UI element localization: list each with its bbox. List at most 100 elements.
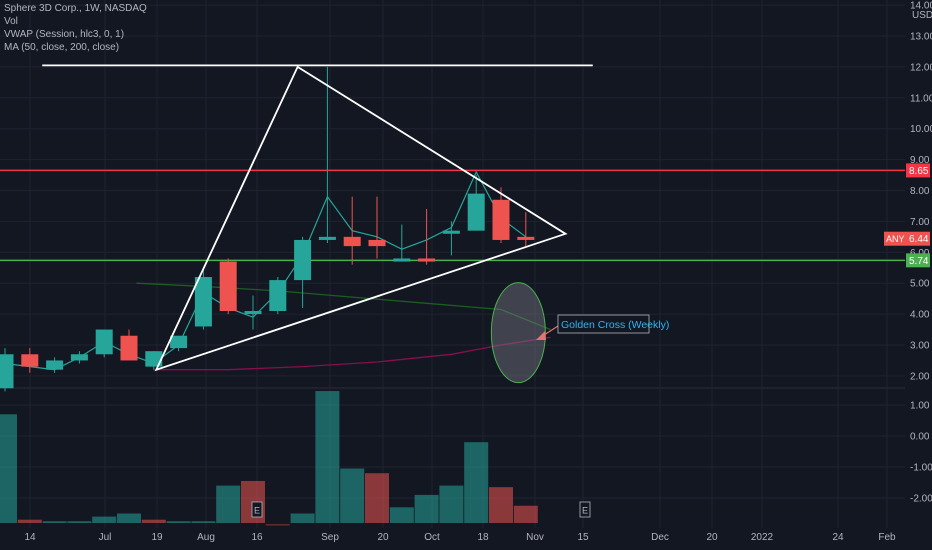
candle-body xyxy=(0,354,14,389)
horizontal-levels xyxy=(0,169,905,262)
volume-bar xyxy=(439,485,464,523)
legend-vol[interactable]: Vol xyxy=(4,16,18,27)
volume-bar xyxy=(42,521,67,523)
candle-body xyxy=(244,311,262,315)
candle-body xyxy=(219,261,237,312)
volume-bar xyxy=(315,391,340,523)
earnings-marker: E xyxy=(254,506,260,516)
volume-bar xyxy=(389,507,414,523)
candle xyxy=(145,351,163,370)
candle-body xyxy=(368,239,386,247)
legend-title[interactable]: Sphere 3D Corp., 1W, NASDAQ xyxy=(4,3,147,14)
candle-body xyxy=(170,335,188,349)
volume-bar xyxy=(216,485,241,523)
candle-body xyxy=(492,199,510,240)
candle-body xyxy=(70,354,88,361)
currency-label: USD xyxy=(912,10,932,21)
price-tick-label: 4.00 xyxy=(910,310,930,321)
symbol-tag-bg xyxy=(884,231,906,246)
candle xyxy=(442,221,460,256)
time-tick-label: 20 xyxy=(706,532,718,543)
time-tick-label: Aug xyxy=(197,532,215,543)
chart-legend: Sphere 3D Corp., 1W, NASDAQ Vol VWAP (Se… xyxy=(4,2,147,54)
volume-bar xyxy=(513,505,538,523)
price-tick-label: 7.00 xyxy=(910,217,930,228)
candle-body xyxy=(442,230,460,234)
candle-body xyxy=(318,236,336,240)
legend-vwap[interactable]: VWAP (Session, hlc3, 0, 1) xyxy=(4,29,125,40)
price-tick-label: 3.00 xyxy=(910,341,930,352)
price-tick-label: 2.00 xyxy=(910,371,930,382)
time-tick-label: 24 xyxy=(832,532,844,543)
volume-bar xyxy=(489,487,513,523)
volume-bar xyxy=(92,516,117,523)
current-price-tag: 6.44 xyxy=(909,234,929,245)
earnings-marker-box xyxy=(579,501,591,518)
symbol-tag: ANY xyxy=(886,234,905,244)
time-tick-label: 18 xyxy=(477,532,489,543)
candle-body xyxy=(46,360,64,370)
volume-bar xyxy=(414,494,439,523)
price-tick-label: 12.00 xyxy=(910,62,932,73)
candle xyxy=(294,236,312,308)
volume-bar xyxy=(0,414,17,523)
candle xyxy=(95,329,113,358)
candle xyxy=(219,258,237,315)
candles xyxy=(0,66,535,392)
volume-tick-label: -2.00 xyxy=(910,494,932,505)
time-tick-label: Dec xyxy=(651,532,669,543)
candle-body xyxy=(294,239,312,281)
candle xyxy=(120,329,138,361)
time-tick-label: 2022 xyxy=(751,532,774,543)
vwap-path xyxy=(4,170,527,371)
time-tick-label: 16 xyxy=(251,532,263,543)
support-price-tag-bg xyxy=(906,253,930,268)
earnings-marker: E xyxy=(582,506,588,516)
price-tick-label: 6.00 xyxy=(910,248,930,259)
time-tick-label: 20 xyxy=(377,532,389,543)
candle xyxy=(194,267,212,330)
time-tick-label: Sep xyxy=(321,532,339,543)
candle-body xyxy=(418,258,436,262)
volume-tick-label: 1.00 xyxy=(910,401,930,412)
price-tick-label: 11.00 xyxy=(910,93,932,104)
volume-tick-label: 0.00 xyxy=(910,432,930,443)
candle xyxy=(21,348,39,373)
golden-cross-ellipse xyxy=(490,282,546,384)
candle xyxy=(244,295,262,330)
candle-body xyxy=(95,329,113,355)
annotation-arrowhead xyxy=(536,331,546,340)
candle-body xyxy=(120,335,138,361)
annotation-box xyxy=(557,314,650,334)
candle-body xyxy=(343,236,361,247)
candle-body xyxy=(269,280,287,312)
volume-bars xyxy=(0,391,538,526)
time-tick-label: 14 xyxy=(24,532,36,543)
ma200-line xyxy=(153,336,551,371)
volume-bar xyxy=(464,442,489,523)
symmetrical-triangle xyxy=(154,65,568,372)
volume-tick-label: -1.00 xyxy=(910,463,932,474)
price-tick-label: 8.00 xyxy=(910,186,930,197)
volume-bar xyxy=(290,513,315,523)
price-tick-label: 5.00 xyxy=(910,279,930,290)
resistance-price-tag: 8.65 xyxy=(909,166,929,177)
price-tick-label: 14.00 xyxy=(910,1,932,12)
price-tick-label: 10.00 xyxy=(910,124,932,135)
grid-lines xyxy=(0,0,905,528)
volume-bar xyxy=(17,519,42,523)
drawings[interactable]: Golden Cross (Weekly) xyxy=(42,64,669,384)
volume-bar xyxy=(191,521,216,523)
time-tick-label: 15 xyxy=(577,532,589,543)
time-tick-label: Nov xyxy=(526,532,544,543)
volume-bar xyxy=(67,521,92,523)
legend-ma[interactable]: MA (50, close, 200, close) xyxy=(4,42,120,53)
volume-bar xyxy=(365,473,389,523)
time-tick-label: Feb xyxy=(878,532,896,543)
candle xyxy=(318,66,336,244)
candle xyxy=(492,187,510,244)
candle-body xyxy=(21,354,39,367)
axes: 14.00 13.00 12.00 11.00 10.00 9.00 8.00 7.00 6.0… xyxy=(24,1,932,543)
candle xyxy=(269,277,287,315)
